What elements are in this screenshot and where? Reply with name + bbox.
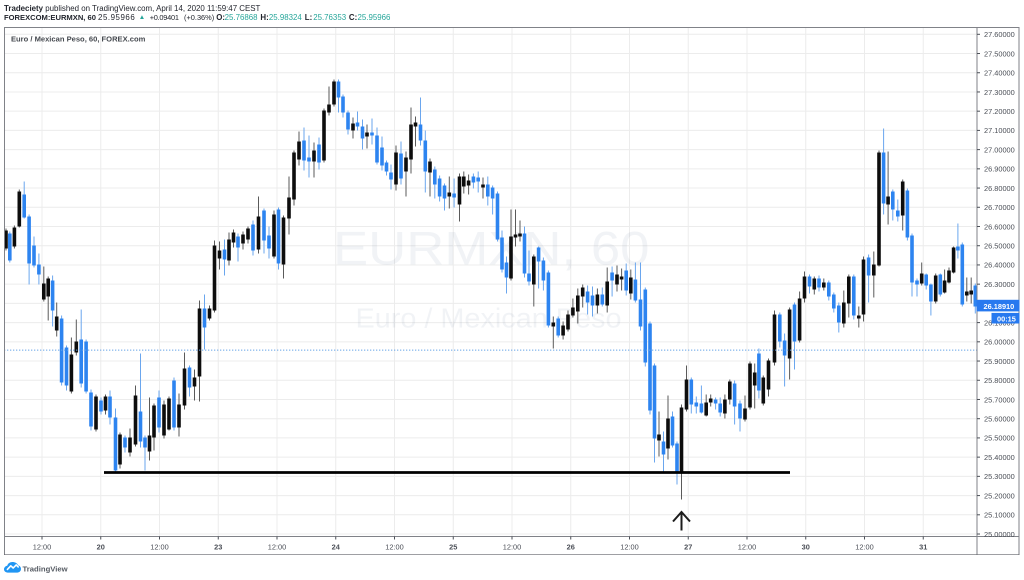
svg-text:25.10000: 25.10000 [984,510,1015,519]
svg-text:25.30000: 25.30000 [984,472,1015,481]
svg-text:27.20000: 27.20000 [984,106,1015,115]
svg-text:25.20000: 25.20000 [984,491,1015,500]
svg-text:26.70000: 26.70000 [984,203,1015,212]
svg-text:12:00: 12:00 [385,542,403,551]
svg-text:30: 30 [802,542,810,551]
svg-text:26: 26 [567,542,575,551]
svg-text:25.70000: 25.70000 [984,395,1015,404]
svg-text:TradingView: TradingView [23,564,68,573]
svg-text:25.80000: 25.80000 [984,376,1015,385]
svg-text:27.60000: 27.60000 [984,30,1015,39]
svg-text:26.00000: 26.00000 [984,337,1015,346]
svg-text:23: 23 [214,542,222,551]
svg-text:27.10000: 27.10000 [984,126,1015,135]
svg-text:00:15: 00:15 [997,314,1016,323]
svg-text:27.00000: 27.00000 [984,145,1015,154]
svg-text:25.60000: 25.60000 [984,414,1015,423]
svg-text:12:00: 12:00 [150,542,168,551]
svg-text:27.40000: 27.40000 [984,68,1015,77]
svg-text:26.80000: 26.80000 [984,183,1015,192]
svg-text:12:00: 12:00 [503,542,521,551]
svg-text:12:00: 12:00 [620,542,638,551]
svg-text:25.90000: 25.90000 [984,356,1015,365]
svg-text:12:00: 12:00 [268,542,286,551]
svg-text:27: 27 [684,542,692,551]
svg-text:27.30000: 27.30000 [984,87,1015,96]
svg-text:Euro / Mexican Peso: Euro / Mexican Peso [356,302,622,333]
svg-text:26.50000: 26.50000 [984,241,1015,250]
svg-text:26.90000: 26.90000 [984,164,1015,173]
svg-text:27.50000: 27.50000 [984,49,1015,58]
svg-text:EURMXN, 60: EURMXN, 60 [333,221,649,274]
svg-text:26.40000: 26.40000 [984,260,1015,269]
svg-text:25.40000: 25.40000 [984,452,1015,461]
svg-text:31: 31 [919,542,927,551]
svg-text:20: 20 [97,542,105,551]
svg-text:26.30000: 26.30000 [984,279,1015,288]
svg-text:26.18910: 26.18910 [983,301,1014,310]
svg-text:12:00: 12:00 [738,542,756,551]
svg-text:Euro / Mexican Peso, 60, FOREX: Euro / Mexican Peso, 60, FOREX.com [11,34,146,43]
svg-text:25: 25 [449,542,457,551]
svg-text:25.50000: 25.50000 [984,433,1015,442]
svg-text:12:00: 12:00 [855,542,873,551]
svg-text:26.60000: 26.60000 [984,222,1015,231]
svg-text:12:00: 12:00 [33,542,51,551]
svg-text:24: 24 [332,542,341,551]
svg-text:25.00000: 25.00000 [984,529,1015,538]
